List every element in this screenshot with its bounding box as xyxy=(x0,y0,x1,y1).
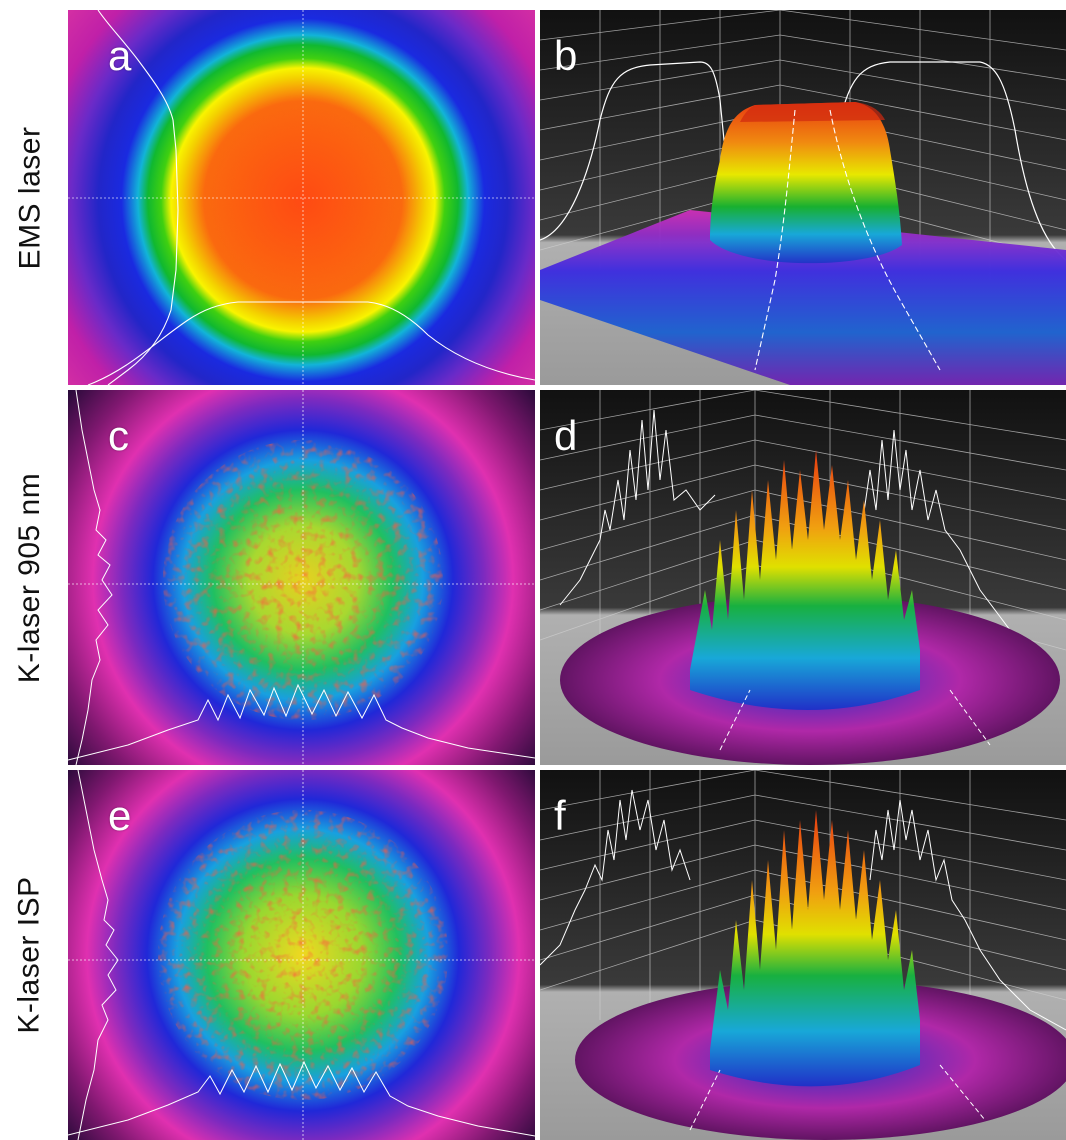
vertical-profile-line xyxy=(97,10,179,385)
panel-letter-b: b xyxy=(554,32,578,79)
surface-plot-f xyxy=(540,770,1066,1140)
row-label-k-laser-905: K-laser 905 nm xyxy=(0,390,60,765)
row-label-k-laser-isp: K-laser ISP xyxy=(0,770,60,1140)
row-label-text: K-laser ISP xyxy=(13,876,46,1034)
vertical-profile-line xyxy=(77,770,119,1140)
panel-b-3d-beam-profile: b xyxy=(540,10,1066,385)
surface-plot-d xyxy=(540,390,1066,765)
row-label-ems-laser: EMS laser xyxy=(0,10,60,385)
panel-letter-c: c xyxy=(108,412,129,459)
horizontal-profile-line xyxy=(68,1060,535,1137)
panel-f-3d-beam-profile: f xyxy=(540,770,1066,1140)
beam-image-a xyxy=(68,10,535,385)
panel-e-2d-beam-profile: e xyxy=(68,770,535,1140)
row-label-text: K-laser 905 nm xyxy=(13,472,46,683)
panel-letter-d: d xyxy=(554,412,578,459)
grid-walls xyxy=(540,10,1066,280)
panel-letter-a: a xyxy=(108,32,132,79)
beam-image-e xyxy=(68,770,535,1140)
vertical-profile-line xyxy=(75,390,113,765)
panel-letter-e: e xyxy=(108,792,132,839)
row-label-text: EMS laser xyxy=(13,126,46,269)
surface-plot-b xyxy=(540,10,1066,385)
panel-letter-f: f xyxy=(554,792,566,839)
panel-a-2d-beam-profile: a xyxy=(68,10,535,385)
horizontal-profile-line xyxy=(87,301,535,385)
horizontal-profile-line xyxy=(68,683,535,761)
panel-d-3d-beam-profile: d xyxy=(540,390,1066,765)
beam-image-c xyxy=(68,390,535,765)
panel-c-2d-beam-profile: c xyxy=(68,390,535,765)
